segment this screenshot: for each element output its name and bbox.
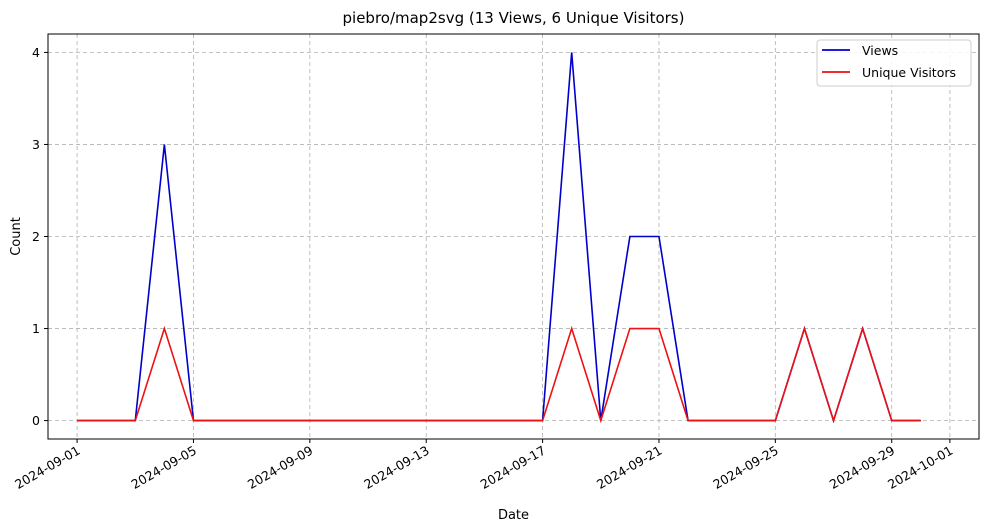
- chart-title: piebro/map2svg (13 Views, 6 Unique Visit…: [343, 9, 685, 27]
- y-tick-label: 2: [32, 229, 40, 244]
- y-tick-label: 3: [32, 137, 40, 152]
- x-axis-label: Date: [498, 508, 529, 523]
- y-axis-ticks: 0 1 2 3 4: [32, 45, 48, 428]
- y-tick-label: 0: [32, 413, 40, 428]
- legend-label-unique-visitors: Unique Visitors: [862, 65, 956, 80]
- legend-label-views: Views: [862, 43, 898, 58]
- series-line-unique-visitors: [77, 325, 921, 424]
- legend-box: [816, 39, 972, 87]
- y-tick-label: 1: [32, 321, 40, 336]
- y-tick-label: 4: [32, 45, 40, 60]
- y-axis-label: Count: [9, 217, 24, 256]
- series-layer: [77, 52, 921, 424]
- legend: Views Unique Visitors: [816, 39, 972, 87]
